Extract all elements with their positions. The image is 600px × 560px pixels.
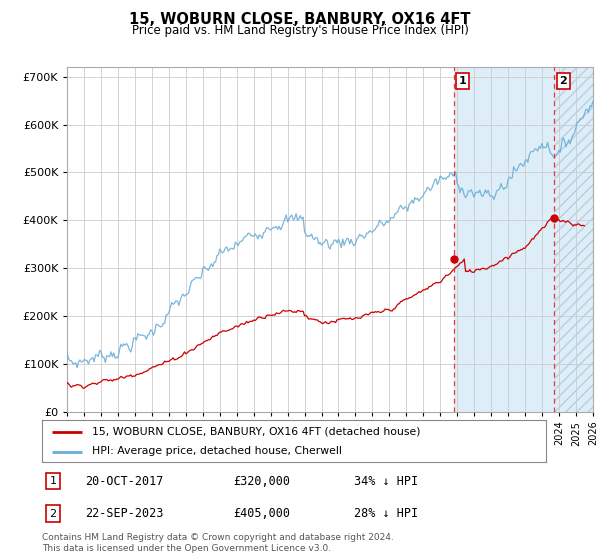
Text: 1: 1 (50, 476, 56, 486)
Text: HPI: Average price, detached house, Cherwell: HPI: Average price, detached house, Cher… (92, 446, 342, 456)
Text: 2: 2 (559, 76, 567, 86)
Text: 34% ↓ HPI: 34% ↓ HPI (355, 475, 419, 488)
Bar (454, 67, 554, 412)
Text: Contains HM Land Registry data © Crown copyright and database right 2024.
This d: Contains HM Land Registry data © Crown c… (42, 533, 394, 553)
Text: £405,000: £405,000 (233, 507, 290, 520)
Text: 15, WOBURN CLOSE, BANBURY, OX16 4FT (detached house): 15, WOBURN CLOSE, BANBURY, OX16 4FT (det… (92, 427, 421, 437)
Bar (554, 67, 593, 412)
Text: 1: 1 (459, 76, 467, 86)
Text: Price paid vs. HM Land Registry's House Price Index (HPI): Price paid vs. HM Land Registry's House … (131, 24, 469, 36)
Text: 20-OCT-2017: 20-OCT-2017 (85, 475, 163, 488)
Text: 22-SEP-2023: 22-SEP-2023 (85, 507, 163, 520)
Text: £320,000: £320,000 (233, 475, 290, 488)
Text: 2: 2 (50, 509, 56, 519)
Text: 15, WOBURN CLOSE, BANBURY, OX16 4FT: 15, WOBURN CLOSE, BANBURY, OX16 4FT (129, 12, 471, 27)
Text: 28% ↓ HPI: 28% ↓ HPI (355, 507, 419, 520)
